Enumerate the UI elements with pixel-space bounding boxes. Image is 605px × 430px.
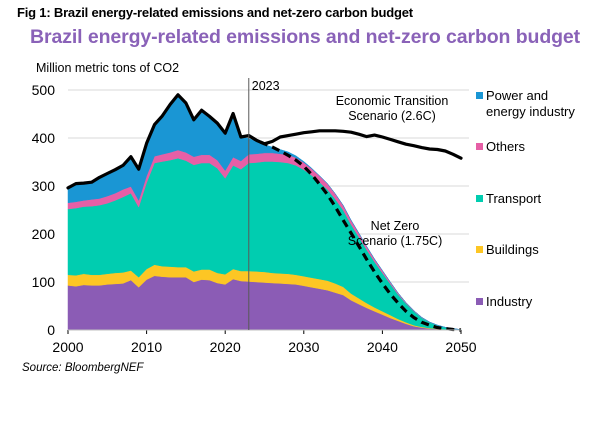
- legend-label-power: energy industry: [486, 104, 575, 119]
- x-tick-label: 2050: [445, 339, 476, 355]
- y-tick-label: 300: [32, 178, 56, 194]
- x-tick-label: 2020: [210, 339, 241, 355]
- x-tick-label: 2040: [367, 339, 398, 355]
- annotation-label: Net Zero: [371, 219, 420, 233]
- x-tick-label: 2030: [288, 339, 319, 355]
- legend-label-transport: Transport: [486, 191, 542, 206]
- annotation-label: Economic Transition: [336, 94, 449, 108]
- x-tick-label: 2010: [131, 339, 162, 355]
- y-tick-label: 500: [32, 82, 56, 98]
- axes: 0 100 200 300 400 500 2000 2010 2020 2030 2040 2050…: [32, 78, 477, 355]
- stacked-areas: [67, 94, 462, 331]
- y-tick-label: 100: [32, 274, 56, 290]
- legend-swatch-others: [476, 143, 483, 150]
- figure-label: Fig 1: Brazil energy-related emissions a…: [17, 5, 413, 20]
- y-tick-label: 0: [47, 322, 55, 338]
- x-tick-label: 2000: [52, 339, 83, 355]
- y-tick-label: 400: [32, 130, 56, 146]
- legend-label-others: Others: [486, 139, 526, 154]
- marker-label-2023: 2023: [252, 79, 280, 93]
- annotation-label: Scenario (2.6C): [348, 109, 436, 123]
- legend-swatch-industry: [476, 298, 483, 305]
- legend-label-buildings: Buildings: [486, 242, 539, 257]
- legend-swatch-transport: [476, 195, 483, 202]
- y-axis-label: Million metric tons of CO2: [36, 61, 180, 75]
- legend-label-power: Power and: [486, 88, 548, 103]
- legend-label-industry: Industry: [486, 294, 533, 309]
- source-note: Source: BloombergNEF: [22, 362, 144, 374]
- y-tick-label: 200: [32, 226, 56, 242]
- annotation-label: Scenario (1.75C): [348, 234, 443, 248]
- scenario-lines: [66, 93, 463, 332]
- legend-swatch-buildings: [476, 246, 483, 253]
- chart-title: Brazil energy-related emissions and net-…: [30, 26, 581, 48]
- legend-swatch-power: [476, 92, 483, 99]
- net-zero-line: [247, 134, 462, 332]
